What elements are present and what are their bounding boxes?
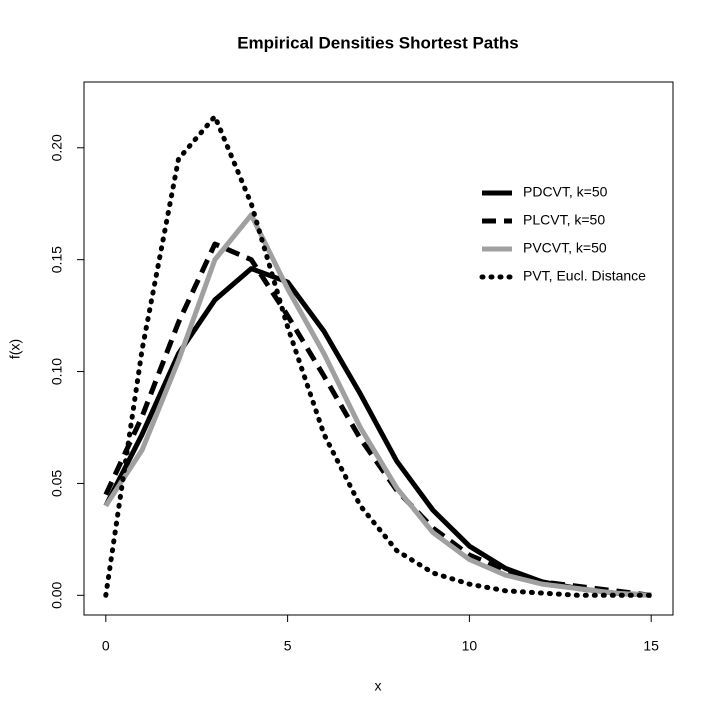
x-tick-label: 10 [462, 638, 478, 654]
y-tick-label: 0.10 [49, 358, 65, 385]
series-line [103, 212, 652, 598]
legend-label: PLCVT, k=50 [523, 212, 605, 228]
y-tick-label: 0.05 [49, 470, 65, 497]
series-line [103, 113, 654, 598]
y-axis-label: f(x) [7, 339, 23, 359]
y-tick-label: 0.20 [49, 134, 65, 161]
x-tick-label: 15 [643, 638, 659, 654]
legend-label: PDCVT, k=50 [523, 184, 608, 200]
x-tick-label: 5 [284, 638, 292, 654]
x-tick-label: 0 [102, 638, 110, 654]
y-tick-label: 0.15 [49, 246, 65, 273]
legend-label: PVCVT, k=50 [523, 240, 607, 256]
chart-title: Empirical Densities Shortest Paths [237, 33, 519, 52]
x-axis-label: x [375, 678, 382, 694]
y-tick-label: 0.00 [49, 581, 65, 608]
legend-label: PVT, Eucl. Distance [523, 268, 646, 284]
